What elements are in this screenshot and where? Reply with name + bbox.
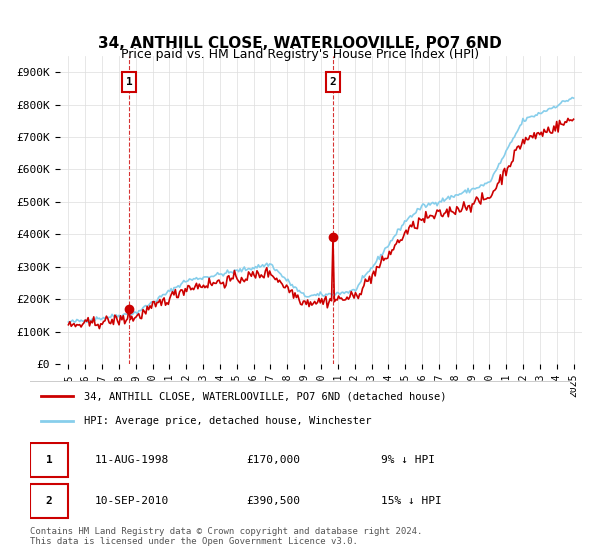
- Text: £390,500: £390,500: [246, 496, 300, 506]
- Text: 11-AUG-1998: 11-AUG-1998: [95, 455, 169, 465]
- FancyBboxPatch shape: [19, 380, 581, 438]
- Text: 15% ↓ HPI: 15% ↓ HPI: [381, 496, 442, 506]
- Text: HPI: Average price, detached house, Winchester: HPI: Average price, detached house, Winc…: [84, 416, 371, 426]
- FancyBboxPatch shape: [30, 484, 68, 517]
- Text: 1: 1: [46, 455, 52, 465]
- FancyBboxPatch shape: [122, 72, 136, 92]
- Text: 9% ↓ HPI: 9% ↓ HPI: [381, 455, 435, 465]
- FancyBboxPatch shape: [30, 444, 68, 477]
- Text: £170,000: £170,000: [246, 455, 300, 465]
- Text: Price paid vs. HM Land Registry's House Price Index (HPI): Price paid vs. HM Land Registry's House …: [121, 48, 479, 60]
- Text: 34, ANTHILL CLOSE, WATERLOOVILLE, PO7 6ND: 34, ANTHILL CLOSE, WATERLOOVILLE, PO7 6N…: [98, 36, 502, 52]
- Text: 10-SEP-2010: 10-SEP-2010: [95, 496, 169, 506]
- Text: 2: 2: [329, 77, 336, 87]
- Text: 2: 2: [46, 496, 52, 506]
- Text: 1: 1: [125, 77, 133, 87]
- Text: Contains HM Land Registry data © Crown copyright and database right 2024.
This d: Contains HM Land Registry data © Crown c…: [30, 526, 422, 546]
- Text: 34, ANTHILL CLOSE, WATERLOOVILLE, PO7 6ND (detached house): 34, ANTHILL CLOSE, WATERLOOVILLE, PO7 6N…: [84, 391, 446, 402]
- FancyBboxPatch shape: [326, 72, 340, 92]
